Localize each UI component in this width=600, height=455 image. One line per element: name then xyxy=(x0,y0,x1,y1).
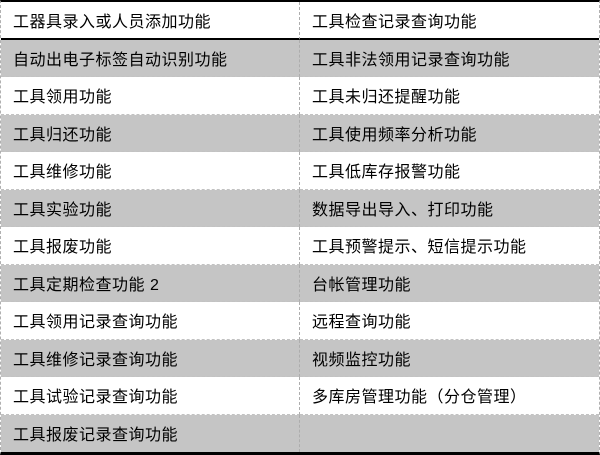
table-cell-left: 工具试验记录查询功能 xyxy=(1,377,300,415)
table-cell-right: 工具非法领用记录查询功能 xyxy=(300,40,599,77)
table-cell-left: 工器具录入或人员添加功能 xyxy=(1,2,300,40)
table-row: 自动出电子标签自动识别功能 工具非法领用记录查询功能 xyxy=(1,39,599,77)
table-cell-left: 工具维修记录查询功能 xyxy=(1,339,300,377)
table-cell-right: 工具预警提示、短信提示功能 xyxy=(300,227,599,265)
table-cell-left: 工具报废记录查询功能 xyxy=(1,414,300,452)
table-cell-left: 自动出电子标签自动识别功能 xyxy=(1,39,300,77)
table-cell-right: 视频监控功能 xyxy=(300,340,599,377)
table-row: 工具报废记录查询功能 xyxy=(1,414,599,453)
table-row: 工具实验功能 数据导出导入、打印功能 xyxy=(1,189,599,227)
table-cell-left: 工具维修功能 xyxy=(1,152,300,190)
table-row: 工具领用记录查询功能 远程查询功能 xyxy=(1,302,599,340)
table-cell-right: 工具未归还提醒功能 xyxy=(300,77,599,115)
table-row: 工具试验记录查询功能 多库房管理功能（分仓管理） xyxy=(1,377,599,415)
table-row: 工具归还功能 工具使用频率分析功能 xyxy=(1,114,599,152)
table-cell-left: 工具报废功能 xyxy=(1,227,300,265)
table-cell-right: 工具使用频率分析功能 xyxy=(300,115,599,152)
table-cell-left: 工具定期检查功能 2 xyxy=(1,264,300,302)
table-cell-right: 数据导出导入、打印功能 xyxy=(300,190,599,227)
table-cell-left: 工具领用功能 xyxy=(1,77,300,115)
table-row: 工具维修功能 工具低库存报警功能 xyxy=(1,152,599,190)
table-row: 工具领用功能 工具未归还提醒功能 xyxy=(1,77,599,115)
table-row: 工器具录入或人员添加功能 工具检查记录查询功能 xyxy=(1,2,599,40)
table-row: 工具维修记录查询功能 视频监控功能 xyxy=(1,339,599,377)
table-cell-right: 远程查询功能 xyxy=(300,302,599,340)
table-cell-right: 工具检查记录查询功能 xyxy=(300,2,599,40)
table-cell-left: 工具归还功能 xyxy=(1,114,300,152)
table-cell-right xyxy=(300,415,599,453)
table-row: 工具报废功能 工具预警提示、短信提示功能 xyxy=(1,227,599,265)
table-cell-right: 多库房管理功能（分仓管理） xyxy=(300,377,599,415)
table-cell-left: 工具领用记录查询功能 xyxy=(1,302,300,340)
table-cell-right: 台帐管理功能 xyxy=(300,265,599,302)
table-cell-right: 工具低库存报警功能 xyxy=(300,152,599,190)
table-cell-left: 工具实验功能 xyxy=(1,189,300,227)
table-row: 工具定期检查功能 2 台帐管理功能 xyxy=(1,264,599,302)
